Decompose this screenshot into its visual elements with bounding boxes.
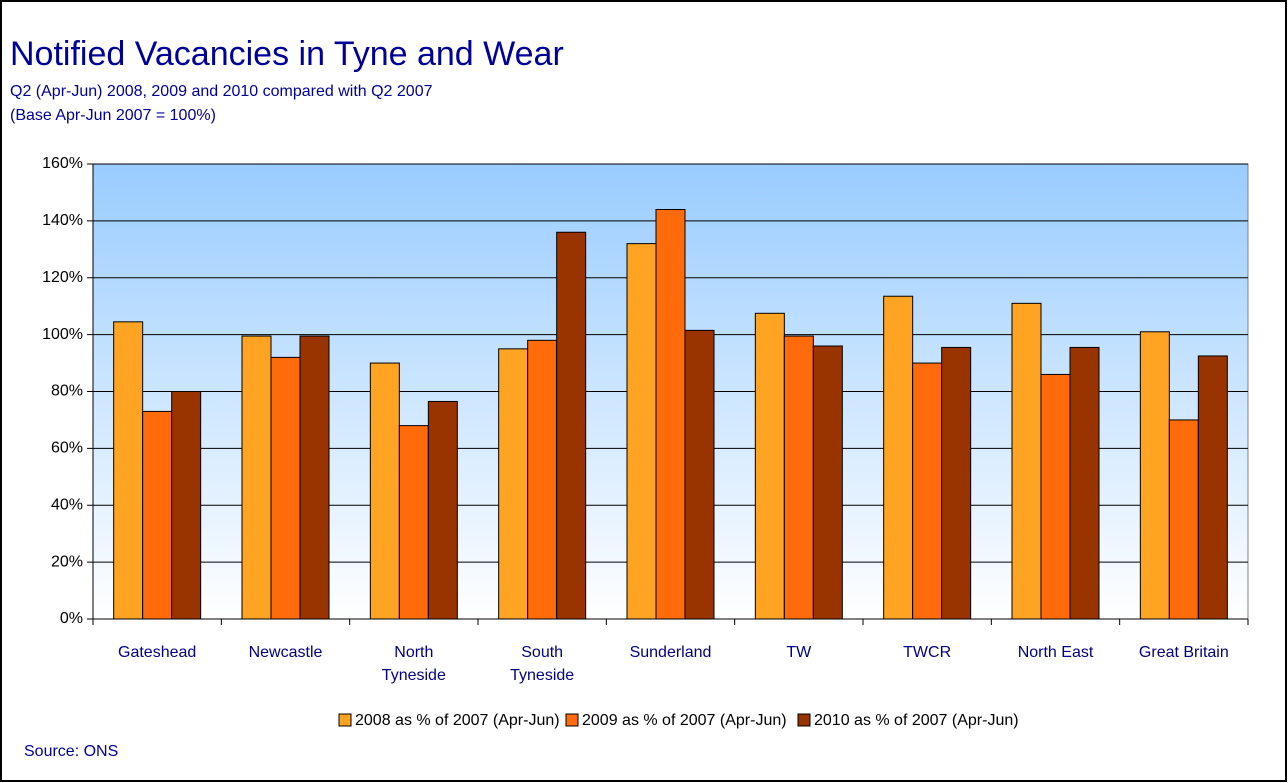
legend-swatch: [338, 713, 352, 727]
x-tick-label: TW: [786, 644, 812, 661]
legend-swatch: [797, 713, 811, 727]
x-tick-label: Sunderland: [629, 644, 712, 661]
y-tick-label: 0%: [60, 610, 83, 627]
x-tick-label: TWCR: [903, 644, 952, 661]
chart-title: Notified Vacancies in Tyne and Wear: [10, 35, 564, 73]
y-tick-label: 20%: [51, 553, 83, 570]
bar: [556, 231, 587, 620]
bar: [498, 348, 529, 620]
bar: [241, 335, 272, 620]
bar: [655, 209, 686, 620]
bar: [883, 295, 914, 620]
bar: [270, 356, 301, 620]
legend-label: 2010 as % of 2007 (Apr-Jun): [814, 712, 1019, 729]
bar: [398, 425, 429, 620]
bar: [626, 243, 657, 620]
bar: [142, 410, 173, 620]
bar: [941, 346, 972, 620]
x-tick-label: Great Britain: [1138, 644, 1229, 661]
x-tick-label: Newcastle: [248, 644, 323, 661]
x-tick-label: Gateshead: [118, 644, 197, 661]
y-tick-label: 160%: [42, 155, 83, 172]
legend-label: 2008 as % of 2007 (Apr-Jun): [355, 712, 560, 729]
bar: [113, 321, 144, 620]
y-tick-label: 140%: [42, 212, 83, 229]
x-tick-label: North Tyneside: [381, 644, 446, 684]
bar: [1168, 419, 1199, 620]
bar: [1011, 302, 1042, 620]
bar: [783, 335, 814, 620]
bar: [427, 400, 458, 620]
y-tick-label: 100%: [42, 326, 83, 343]
legend-label: 2009 as % of 2007 (Apr-Jun): [582, 712, 787, 729]
legend-swatch: [565, 713, 579, 727]
bar: [684, 329, 715, 620]
bar: [299, 335, 330, 620]
x-tick-label: North East: [1017, 644, 1094, 661]
bar: [1197, 355, 1228, 620]
subtitle: Q2 (Apr-Jun) 2008, 2009 and 2010 compare…: [10, 83, 433, 100]
y-tick-label: 80%: [51, 383, 83, 400]
y-tick-label: 40%: [51, 496, 83, 513]
bar: [171, 391, 202, 620]
bar: [912, 362, 943, 620]
bar: [1040, 373, 1071, 620]
bar: [1069, 346, 1100, 620]
subtitle: (Base Apr-Jun 2007 = 100%): [10, 107, 216, 124]
y-tick-label: 120%: [42, 269, 83, 286]
x-tick-label: South Tyneside: [510, 644, 575, 684]
bar: [369, 362, 400, 620]
source: Source: ONS: [24, 743, 118, 760]
bar: [527, 339, 558, 620]
bar: [812, 345, 843, 620]
bar: [1139, 331, 1170, 620]
bar: [754, 312, 785, 620]
y-tick-label: 60%: [51, 440, 83, 457]
